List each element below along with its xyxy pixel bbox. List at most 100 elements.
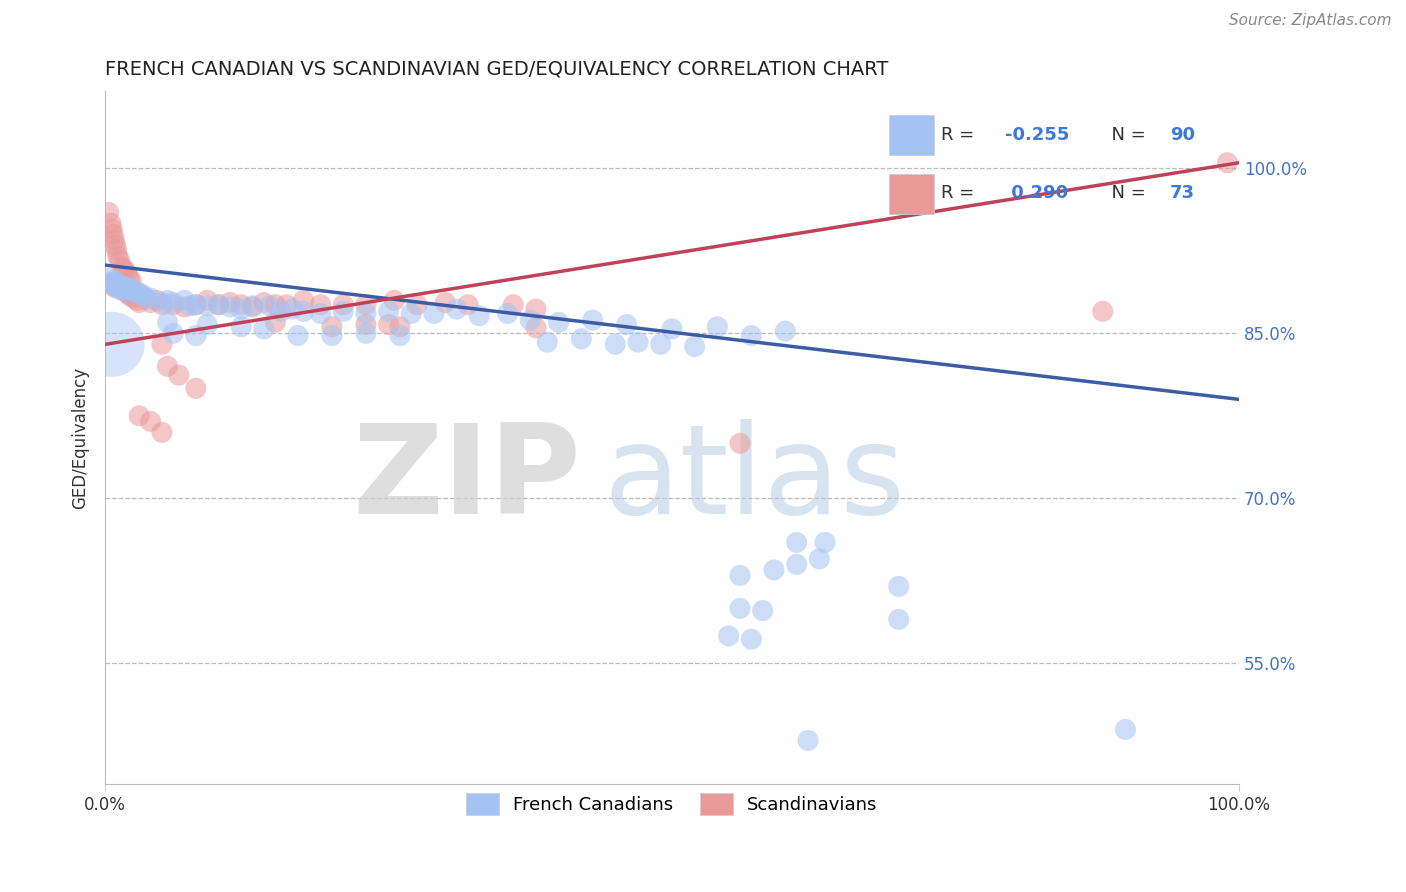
Point	[195, 299, 218, 313]
Point	[101, 227, 124, 242]
Point	[253, 295, 276, 310]
Point	[100, 216, 122, 230]
Point	[108, 277, 131, 292]
Point	[496, 306, 519, 320]
Point	[406, 298, 429, 312]
Point	[173, 293, 195, 308]
Point	[103, 233, 125, 247]
Point	[616, 318, 638, 332]
Point	[547, 315, 569, 329]
Point	[107, 249, 129, 263]
Point	[105, 279, 128, 293]
Point	[104, 276, 127, 290]
Point	[388, 319, 411, 334]
Point	[740, 632, 762, 647]
Point	[128, 409, 150, 423]
Point	[184, 298, 207, 312]
Point	[281, 302, 304, 317]
Point	[605, 337, 627, 351]
Point	[582, 313, 605, 327]
Point	[446, 302, 468, 317]
Point	[569, 332, 592, 346]
Point	[1091, 304, 1114, 318]
Point	[1114, 723, 1136, 737]
Point	[536, 335, 558, 350]
Point	[195, 293, 218, 308]
Point	[173, 300, 195, 314]
Point	[354, 306, 377, 320]
Point	[103, 279, 125, 293]
Point	[162, 295, 184, 310]
Point	[179, 299, 201, 313]
Point	[108, 253, 131, 268]
Point	[150, 337, 173, 351]
Text: ZIP: ZIP	[353, 419, 581, 540]
Point	[401, 306, 423, 320]
Point	[808, 552, 831, 566]
Point	[276, 298, 298, 312]
Point	[309, 306, 332, 320]
Point	[519, 313, 541, 327]
Point	[139, 414, 162, 428]
Point	[797, 733, 820, 747]
Point	[292, 304, 315, 318]
Point	[122, 291, 145, 305]
Point	[128, 295, 150, 310]
Point	[627, 335, 650, 350]
Point	[118, 271, 141, 285]
Point	[332, 304, 354, 318]
Y-axis label: GED/Equivalency: GED/Equivalency	[72, 367, 89, 509]
Point	[717, 629, 740, 643]
Point	[101, 337, 124, 351]
Point	[131, 288, 153, 302]
Point	[354, 326, 377, 341]
Point	[650, 337, 672, 351]
Legend: French Canadians, Scandinavians: French Canadians, Scandinavians	[457, 784, 887, 824]
Point	[207, 298, 229, 312]
Point	[114, 285, 136, 299]
Point	[270, 304, 292, 318]
Point	[112, 282, 135, 296]
Point	[377, 304, 399, 318]
Point	[775, 324, 797, 338]
Point	[287, 328, 309, 343]
Point	[253, 322, 276, 336]
Point	[111, 279, 134, 293]
Point	[110, 280, 132, 294]
Point	[259, 299, 281, 313]
Point	[321, 328, 343, 343]
Point	[264, 298, 287, 312]
Point	[321, 319, 343, 334]
Point	[814, 535, 837, 549]
Point	[728, 601, 751, 615]
Point	[786, 535, 808, 549]
Point	[887, 612, 910, 626]
Point	[150, 298, 173, 312]
Point	[683, 339, 706, 353]
Point	[124, 285, 146, 300]
Point	[120, 282, 142, 296]
Point	[156, 359, 179, 374]
Point	[120, 289, 142, 303]
Point	[110, 280, 132, 294]
Point	[242, 299, 264, 313]
Point	[242, 300, 264, 314]
Point	[107, 280, 129, 294]
Point	[219, 295, 242, 310]
Point	[135, 291, 157, 305]
Text: FRENCH CANADIAN VS SCANDINAVIAN GED/EQUIVALENCY CORRELATION CHART: FRENCH CANADIAN VS SCANDINAVIAN GED/EQUI…	[105, 60, 889, 78]
Point	[114, 280, 136, 294]
Point	[112, 282, 135, 296]
Point	[117, 286, 139, 301]
Point	[128, 286, 150, 301]
Point	[524, 302, 547, 317]
Point	[423, 306, 446, 320]
Point	[108, 282, 131, 296]
Point	[231, 319, 253, 334]
Point	[332, 298, 354, 312]
Point	[184, 381, 207, 395]
Point	[706, 319, 728, 334]
Point	[114, 285, 136, 299]
Point	[125, 293, 148, 308]
Point	[162, 326, 184, 341]
